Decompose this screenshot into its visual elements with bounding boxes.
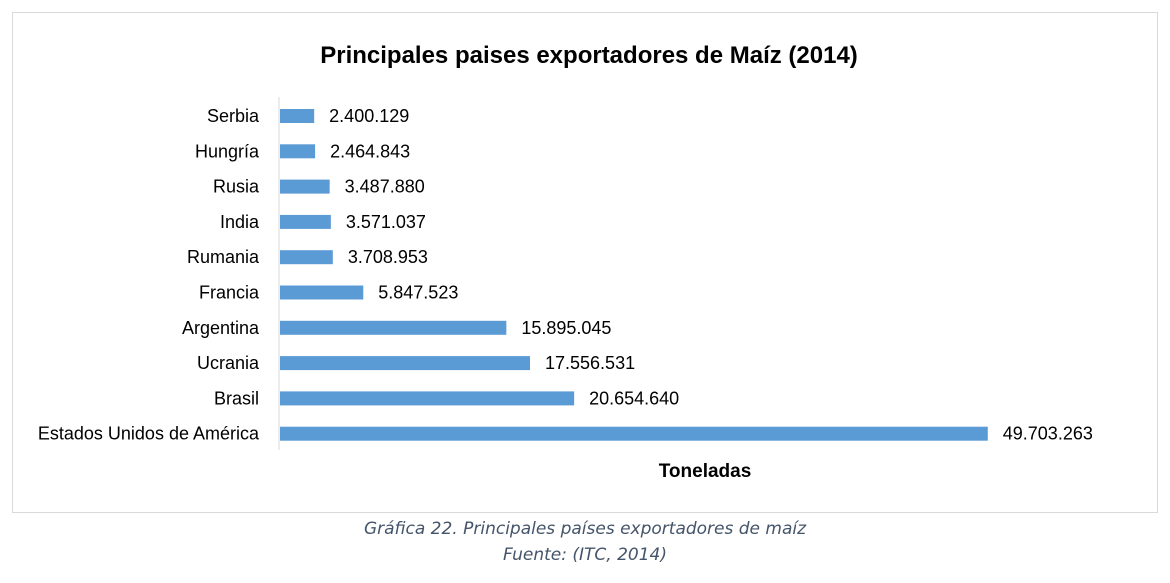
category-label: Estados Unidos de América — [38, 424, 260, 444]
category-label: Ucrania — [197, 353, 260, 373]
chart-svg: Principales paises exportadores de Maíz … — [38, 42, 1093, 482]
category-label: Rumania — [187, 247, 260, 267]
category-label: Francia — [199, 283, 260, 303]
bar — [280, 426, 988, 441]
data-label: 20.654.640 — [589, 388, 679, 408]
data-label: 49.703.263 — [1003, 424, 1093, 444]
bar — [280, 179, 330, 194]
data-label: 17.556.531 — [545, 353, 635, 373]
chart-title: Principales paises exportadores de Maíz … — [320, 42, 858, 69]
bar — [280, 144, 316, 159]
bar — [280, 214, 331, 229]
data-label: 3.571.037 — [346, 212, 426, 232]
category-label: Hungría — [195, 141, 260, 161]
data-label: 2.464.843 — [330, 141, 410, 161]
bar — [280, 320, 507, 335]
bar — [280, 356, 531, 371]
category-label: India — [220, 212, 260, 232]
data-label: 5.847.523 — [378, 283, 458, 303]
category-label: Argentina — [182, 318, 260, 338]
bar — [280, 109, 315, 123]
data-label: 3.708.953 — [348, 247, 428, 267]
figure-source: Fuente: (ITC, 2014) — [503, 545, 667, 565]
category-label: Brasil — [214, 388, 259, 408]
x-axis-title: Toneladas — [659, 461, 752, 482]
chart-frame: Principales paises exportadores de Maíz … — [12, 12, 1158, 513]
bar — [280, 391, 575, 406]
bars-group: Serbia 2.400.129 Hungría 2.464.843 Rusia 3.48… — [38, 106, 1093, 444]
data-label: 15.895.045 — [521, 318, 611, 338]
data-label: 2.400.129 — [329, 106, 409, 126]
category-label: Rusia — [213, 177, 260, 197]
figure-caption: Gráfica 22. Principales países exportado… — [363, 519, 807, 539]
bar — [280, 250, 333, 265]
bar — [280, 285, 364, 300]
data-label: 3.487.880 — [345, 177, 425, 197]
category-label: Serbia — [207, 106, 260, 126]
